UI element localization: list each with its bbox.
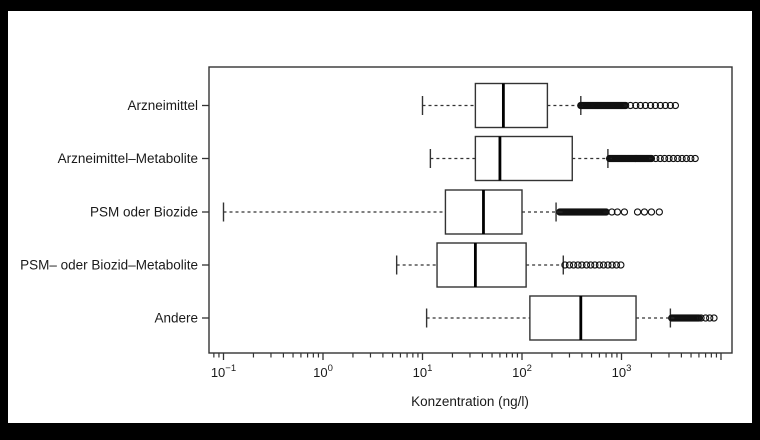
outlier-point [666, 101, 675, 110]
outlier-point [574, 261, 582, 269]
outlier-point [656, 101, 665, 110]
boxplot-series-group [222, 82, 718, 341]
outlier-point [687, 154, 695, 163]
outlier-point [613, 208, 622, 216]
x-axis-tick-label: 101 [413, 363, 433, 380]
x-axis-tick-label: 103 [612, 363, 632, 380]
outlier-point [691, 154, 699, 163]
outlier-point [671, 101, 680, 110]
outlier-point [636, 101, 645, 110]
category-label-arzneimittel: Arzneimittel [127, 98, 198, 113]
outlier-point [656, 154, 664, 163]
outlier-point [697, 314, 705, 322]
outlier-point [701, 314, 710, 322]
boxplot-psm-oder-biozid-metabolite [395, 242, 625, 288]
outlier-point [608, 261, 616, 269]
x-axis-tick-label: 10−1 [211, 363, 236, 380]
category-label-arzneimittel-metabolite: Arzneimittel–Metabolite [58, 151, 198, 166]
outlier-point [674, 154, 682, 163]
outlier-point [578, 261, 586, 269]
outlier-point [661, 101, 670, 110]
category-label-andere: Andere [154, 311, 198, 326]
outlier-point [660, 154, 669, 163]
outlier-point [652, 154, 660, 163]
boxplot-psm-oder-biozide [222, 189, 663, 235]
iqr-box [529, 295, 637, 341]
outlier-point [655, 208, 663, 216]
x-axis-title: Konzentration (ng/l) [411, 394, 529, 409]
outlier-point [633, 208, 642, 216]
outlier-point [682, 154, 691, 163]
outlier-point [599, 261, 608, 269]
outlier-point [617, 261, 625, 269]
category-label-psm-oder-biozid-metabolite: PSM– oder Biozid–Metabolite [20, 258, 198, 273]
x-axis-tick-label: 100 [313, 363, 333, 380]
outlier-point [612, 261, 621, 269]
outlier-point [647, 208, 656, 216]
outlier-point [587, 261, 595, 269]
outlier-point [710, 314, 718, 322]
outlier-point [678, 154, 686, 163]
outlier-point [665, 154, 673, 163]
x-axis-tick-label: 102 [512, 363, 532, 380]
boxplot-andere [425, 295, 718, 341]
outlier-point [626, 101, 635, 110]
outlier-point [595, 261, 604, 269]
outlier-point [620, 208, 629, 216]
outlier-point [604, 261, 612, 269]
boxplot-arzneimittel [421, 82, 680, 129]
y-axis-category-labels: Arzneimittel Arzneimittel–Metabolite PSM o… [20, 98, 209, 326]
outlier-point [621, 101, 630, 110]
iqr-box [474, 135, 573, 182]
panel-background [8, 11, 752, 423]
outlier-point [565, 261, 574, 269]
outlier-point [608, 208, 616, 216]
boxplot-arzneimittel-metabolite [429, 135, 699, 182]
outlier-point [561, 261, 569, 269]
outlier-point [651, 101, 660, 110]
iqr-box [436, 242, 527, 288]
x-axis: 10−1 100 101 102 103 [211, 353, 722, 380]
outlier-point [647, 154, 656, 163]
outlier-point [706, 314, 714, 322]
outlier-point [582, 261, 591, 269]
iqr-box [474, 82, 549, 129]
outlier-point [591, 261, 599, 269]
outlier-point [669, 154, 677, 163]
outlier-point [632, 101, 640, 110]
outlier-point [641, 101, 650, 110]
outlier-point [646, 101, 655, 110]
outlier-point [640, 208, 649, 216]
category-label-psm-oder-biozide: PSM oder Biozide [90, 205, 198, 220]
outlier-point [569, 261, 578, 269]
